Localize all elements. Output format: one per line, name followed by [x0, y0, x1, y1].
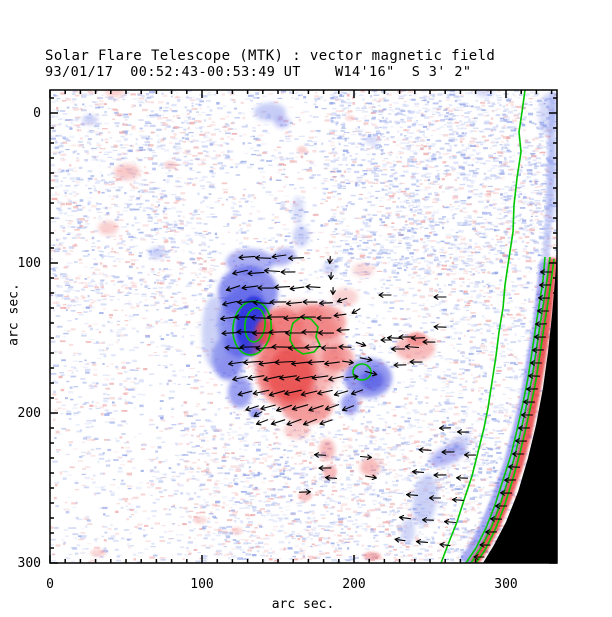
limb-red-band: [470, 257, 557, 563]
figure-subtitle: 93/01/17 00:52:43-00:53:49 UT W14'16" S …: [45, 64, 472, 80]
x-axis-label: arc sec.: [271, 597, 335, 612]
axes: [49, 89, 558, 564]
green-contour-blob: [289, 316, 321, 355]
figure-title: Solar Flare Telescope (MTK) : vector mag…: [45, 48, 496, 64]
off-limb-region: [483, 251, 557, 563]
green-contour-line: [440, 90, 526, 563]
x-tick-label: 200: [342, 577, 366, 592]
x-tick-label: 0: [46, 577, 54, 592]
green-contour-line: [465, 256, 546, 563]
green-contour-line: [475, 258, 555, 563]
y-tick-label: 300: [17, 556, 41, 571]
limb-blue-edge-band: [541, 91, 557, 263]
x-tick-label: 300: [494, 577, 518, 592]
green-contour-oval: [244, 307, 266, 343]
plot-area: [50, 90, 557, 563]
x-tick-label: 100: [190, 577, 214, 592]
y-tick-label: 200: [17, 406, 41, 421]
green-contour-oval: [232, 300, 272, 356]
y-axis-label: arc sec.: [6, 283, 22, 346]
y-tick-label: 0: [33, 106, 41, 121]
vector-arrows-layer: [220, 253, 553, 560]
green-contour-oval: [352, 363, 372, 381]
y-tick-label: 100: [17, 256, 41, 271]
